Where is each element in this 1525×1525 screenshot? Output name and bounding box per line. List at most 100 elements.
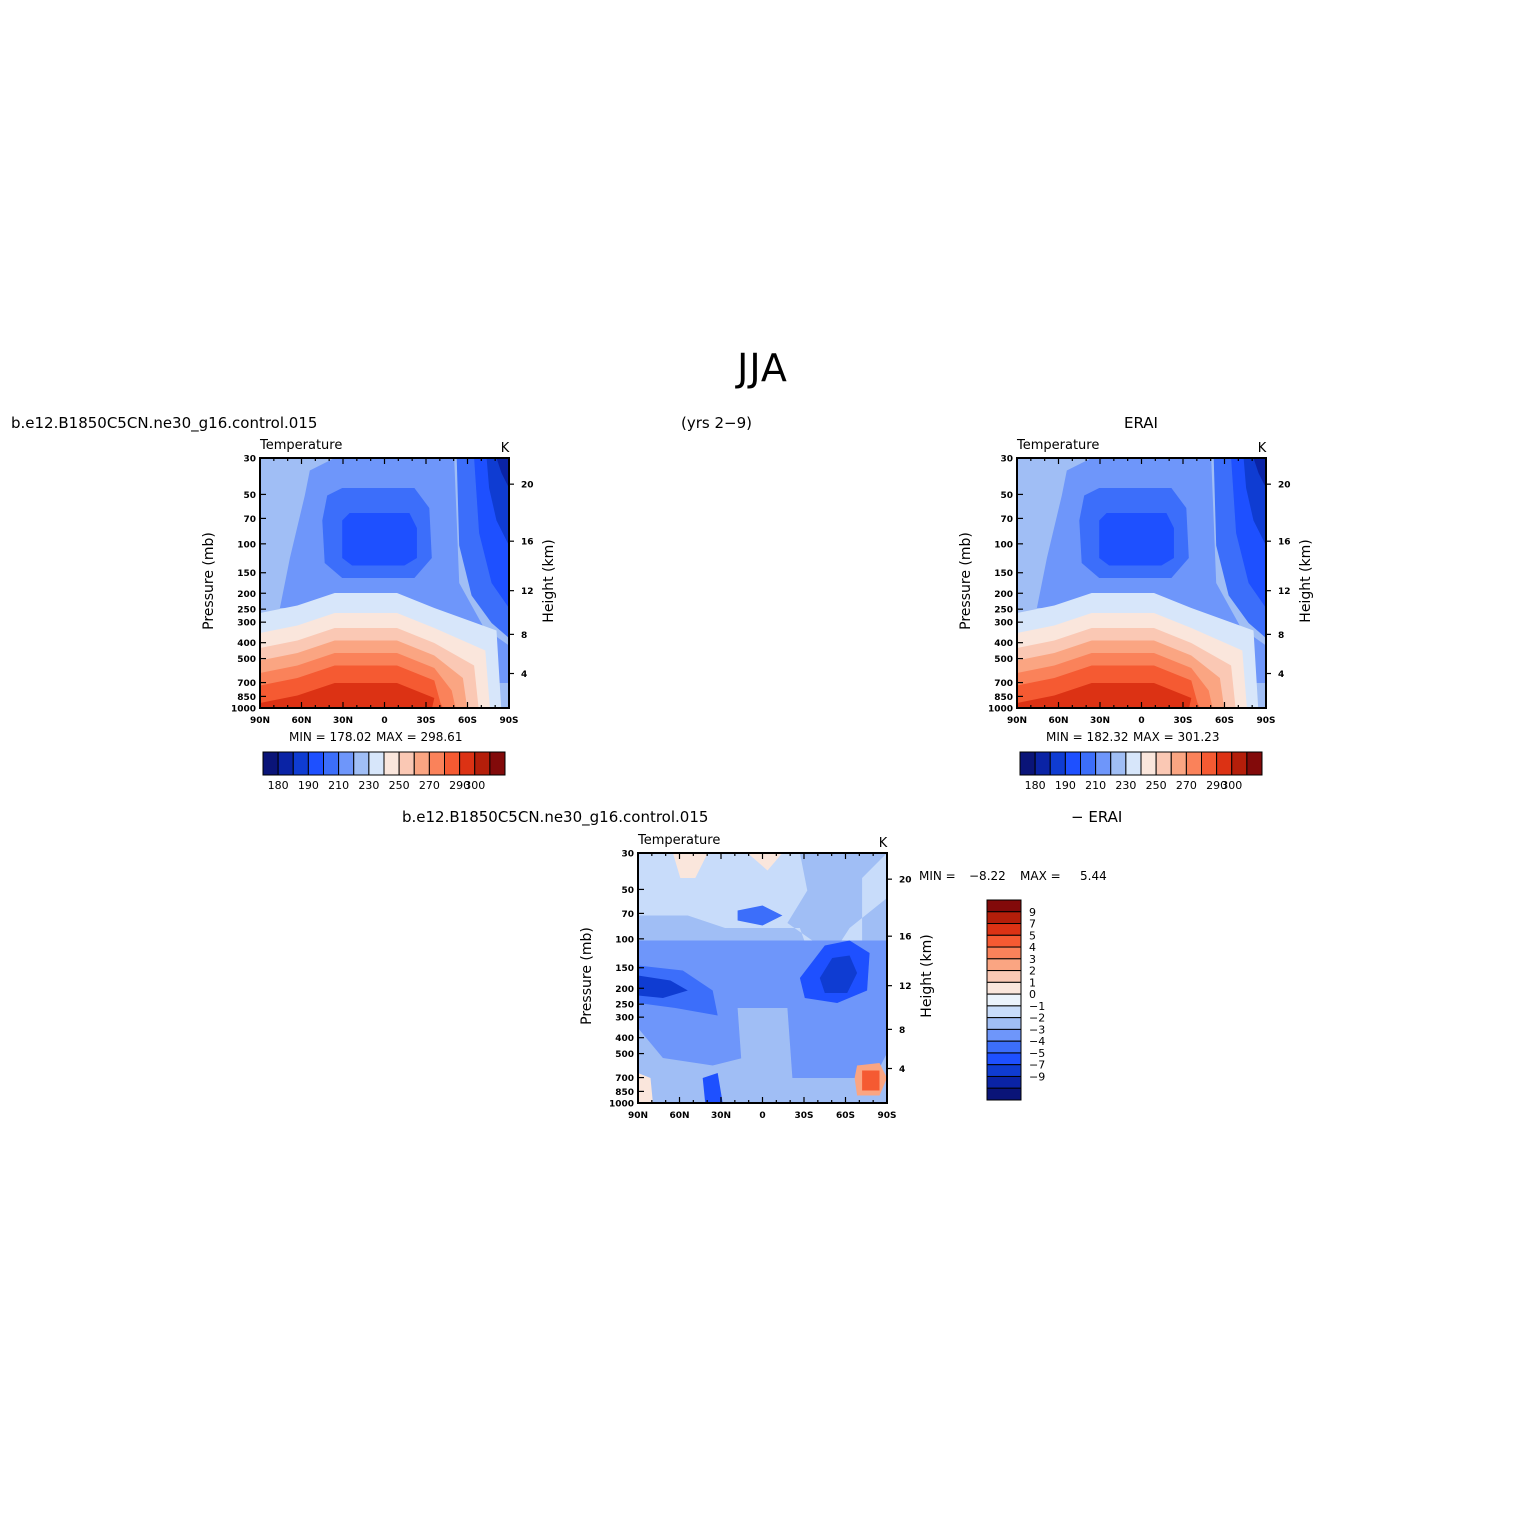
diff-cold-top	[737, 905, 783, 926]
colorbar-label: 4	[1029, 941, 1036, 954]
y-tick-label: 70	[1000, 515, 1013, 525]
colorbar-swatch	[986, 911, 1022, 925]
y-tick-label: 400	[994, 639, 1013, 649]
y2-tick-label: 4	[1278, 670, 1284, 680]
y-tick-label: 250	[615, 1001, 634, 1011]
x-tick-label: 30S	[416, 716, 435, 726]
y-tick-label: 400	[615, 1034, 634, 1044]
y2-axis-label: Height (km)	[919, 934, 935, 1017]
y-tick-label: 70	[243, 515, 256, 525]
colorbar-label: 5	[1029, 929, 1036, 942]
diff-cold-left-core	[638, 975, 688, 998]
y2-tick-label: 12	[1278, 587, 1291, 597]
colorbar-label: 210	[328, 779, 349, 792]
colorbar-swatch	[986, 899, 1022, 913]
colorbar-swatch	[398, 751, 415, 776]
colorbar-swatch	[353, 751, 370, 776]
colorbar-swatch	[986, 1087, 1022, 1101]
y-tick-label: 50	[243, 491, 256, 501]
x-tick-label: 60N	[669, 1111, 689, 1121]
colorbar-swatch	[1095, 751, 1112, 776]
diff-ref-caption: − ERAI	[1071, 808, 1123, 826]
panel-title: Temperature	[1016, 438, 1099, 453]
y-tick-label: 100	[615, 935, 634, 945]
contour-field-0	[260, 458, 509, 708]
y2-tick-label: 16	[521, 538, 534, 548]
x-tick-label: 60N	[1048, 716, 1068, 726]
y-tick-label: 250	[237, 606, 256, 616]
colorbar-label: −1	[1029, 1000, 1045, 1013]
diff-cold-right-core	[819, 955, 858, 993]
page-title: JJA	[737, 346, 788, 390]
colorbar-swatch	[986, 1017, 1022, 1030]
max-label: MAX =	[1020, 869, 1061, 883]
colorbar-label: −5	[1029, 1047, 1045, 1060]
field-core-inner	[342, 513, 417, 566]
y-tick-label: 850	[237, 693, 256, 703]
y-tick-label: 200	[994, 590, 1013, 600]
colorbar-label: −9	[1029, 1070, 1045, 1083]
colorbar-label: 3	[1029, 953, 1036, 966]
field-polar-3	[486, 458, 509, 546]
y2-axis-label: Height (km)	[1298, 539, 1314, 622]
colorbar-swatch	[986, 1005, 1022, 1019]
y2-tick-label: 16	[899, 933, 912, 943]
colorbar-swatch	[986, 993, 1022, 1007]
y-tick-label: 200	[237, 590, 256, 600]
colorbar-swatch	[986, 923, 1022, 936]
colorbar-label: 190	[298, 779, 319, 792]
colorbar-swatch	[428, 751, 445, 776]
x-tick-label: 90S	[877, 1111, 896, 1121]
y2-tick-label: 8	[521, 631, 527, 641]
colorbar-label: −7	[1029, 1059, 1045, 1072]
y-tick-label: 400	[237, 639, 256, 649]
colorbar-label: 290	[449, 779, 470, 792]
left-case-caption: b.e12.B1850C5CN.ne30_g16.control.015	[11, 414, 318, 432]
colorbar-swatch	[1110, 751, 1127, 776]
colorbar-label: 270	[419, 779, 440, 792]
colorbar-swatch	[986, 946, 1022, 960]
field-polar-4	[496, 458, 509, 488]
colorbar-swatch	[489, 751, 506, 776]
x-tick-label: 30S	[1173, 716, 1192, 726]
axes-1: 90N 60N 30N 0 30S 60S 90S 30 50 70 100 150 200 250 300…	[958, 438, 1314, 726]
y2-tick-label: 4	[521, 670, 527, 680]
colorbar-swatch	[262, 751, 279, 776]
colorbar-swatch	[1140, 751, 1157, 776]
x-tick-label: 0	[381, 716, 387, 726]
x-tick-label: 60S	[1215, 716, 1234, 726]
colorbar-label: 180	[268, 779, 289, 792]
max-label: MAX = 298.61	[376, 730, 462, 744]
colorbar-swatch	[1231, 751, 1248, 776]
colorbar-label: 300	[1221, 779, 1242, 792]
field-polar-3	[1243, 458, 1266, 546]
y-tick-label: 30	[1000, 455, 1013, 465]
colorbar-swatch	[986, 958, 1022, 972]
colorbar-label: 190	[1055, 779, 1076, 792]
x-tick-label: 90S	[499, 716, 518, 726]
colorbar-swatch	[368, 751, 385, 776]
diff-mid-light	[737, 1008, 793, 1078]
x-tick-label: 90N	[1007, 716, 1027, 726]
colorbar-swatch	[1185, 751, 1202, 776]
colorbar-swatch	[474, 751, 491, 776]
y-tick-label: 150	[994, 569, 1013, 579]
colorbar-swatch	[1080, 751, 1097, 776]
panel-title: Temperature	[637, 833, 720, 848]
colorbar-swatch	[986, 1040, 1022, 1054]
y-tick-label: 300	[994, 619, 1013, 629]
y-tick-label: 150	[237, 569, 256, 579]
y-tick-label: 1000	[231, 705, 256, 715]
colorbar-swatch	[1155, 751, 1172, 776]
colorbar-swatch	[986, 970, 1022, 983]
max-label: MAX = 301.23	[1133, 730, 1219, 744]
x-tick-label: 0	[759, 1111, 765, 1121]
axes-2: 90N 60N 30N 0 30S 60S 90S 30 50 70 100 150 200 250 300…	[579, 833, 935, 1121]
colorbar-label: −2	[1029, 1012, 1045, 1025]
units-label: K	[1258, 441, 1267, 456]
axes-0: 90N 60N 30N 0 30S 60S 90S 30 50 70 100 150 200 250 300…	[201, 438, 557, 726]
diff-cold-bottom	[702, 1073, 723, 1103]
